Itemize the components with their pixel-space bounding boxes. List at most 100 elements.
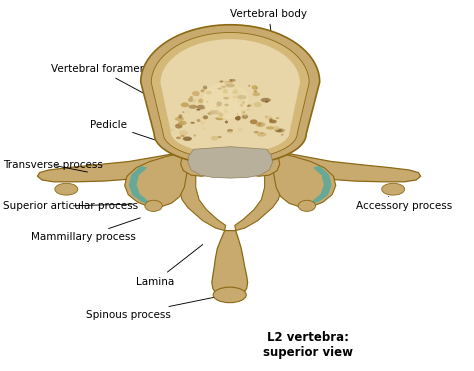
- Ellipse shape: [198, 99, 204, 103]
- Ellipse shape: [266, 126, 274, 129]
- Polygon shape: [181, 148, 218, 176]
- Ellipse shape: [246, 104, 252, 107]
- Ellipse shape: [203, 127, 205, 129]
- Ellipse shape: [175, 117, 184, 121]
- Ellipse shape: [233, 96, 234, 97]
- Ellipse shape: [242, 101, 245, 104]
- Ellipse shape: [235, 116, 241, 121]
- Ellipse shape: [181, 135, 185, 137]
- Ellipse shape: [189, 105, 197, 109]
- Text: L2 vertebra:
superior view: L2 vertebra: superior view: [263, 331, 353, 359]
- Ellipse shape: [203, 86, 207, 89]
- Polygon shape: [212, 231, 247, 297]
- Ellipse shape: [254, 131, 259, 134]
- Ellipse shape: [220, 115, 223, 116]
- Ellipse shape: [208, 112, 213, 115]
- Polygon shape: [272, 150, 421, 182]
- Ellipse shape: [257, 132, 266, 137]
- Ellipse shape: [179, 130, 188, 135]
- Ellipse shape: [265, 101, 267, 102]
- Ellipse shape: [183, 137, 192, 141]
- Text: Superior articular process: Superior articular process: [3, 201, 138, 211]
- Ellipse shape: [241, 110, 245, 114]
- Polygon shape: [243, 148, 280, 176]
- Ellipse shape: [223, 89, 228, 94]
- Ellipse shape: [233, 99, 235, 100]
- Ellipse shape: [256, 87, 258, 89]
- Polygon shape: [37, 150, 191, 182]
- Ellipse shape: [217, 111, 219, 113]
- Polygon shape: [179, 154, 226, 231]
- Ellipse shape: [178, 121, 187, 125]
- Ellipse shape: [200, 121, 205, 125]
- Ellipse shape: [269, 118, 273, 121]
- Ellipse shape: [237, 90, 242, 94]
- Ellipse shape: [188, 97, 193, 102]
- Ellipse shape: [234, 87, 239, 91]
- Polygon shape: [235, 154, 282, 231]
- Ellipse shape: [227, 129, 233, 132]
- Ellipse shape: [228, 80, 233, 83]
- Ellipse shape: [239, 104, 244, 107]
- Ellipse shape: [252, 85, 258, 89]
- Ellipse shape: [265, 116, 268, 117]
- Ellipse shape: [254, 89, 257, 93]
- Polygon shape: [273, 152, 336, 207]
- Ellipse shape: [176, 137, 181, 139]
- Text: Pedicle: Pedicle: [90, 119, 184, 150]
- Ellipse shape: [223, 97, 229, 99]
- Ellipse shape: [237, 100, 242, 103]
- Text: Spinous process: Spinous process: [86, 297, 216, 320]
- Ellipse shape: [221, 86, 226, 88]
- Ellipse shape: [231, 85, 233, 87]
- Ellipse shape: [224, 104, 229, 106]
- Ellipse shape: [298, 200, 316, 211]
- Ellipse shape: [213, 287, 246, 303]
- Polygon shape: [308, 166, 331, 204]
- Ellipse shape: [190, 96, 193, 98]
- Ellipse shape: [250, 119, 257, 124]
- Ellipse shape: [203, 115, 208, 119]
- Ellipse shape: [252, 92, 260, 96]
- Ellipse shape: [229, 79, 232, 81]
- Ellipse shape: [248, 85, 250, 86]
- Ellipse shape: [216, 102, 222, 106]
- Ellipse shape: [272, 126, 280, 131]
- Ellipse shape: [264, 116, 273, 119]
- Ellipse shape: [196, 109, 201, 111]
- Ellipse shape: [225, 121, 228, 124]
- Ellipse shape: [226, 83, 235, 88]
- Ellipse shape: [258, 122, 262, 126]
- Ellipse shape: [281, 134, 283, 135]
- Ellipse shape: [236, 85, 240, 88]
- Ellipse shape: [232, 92, 242, 97]
- Ellipse shape: [203, 82, 248, 119]
- Ellipse shape: [196, 105, 206, 109]
- Ellipse shape: [230, 79, 236, 82]
- Ellipse shape: [275, 129, 283, 132]
- Ellipse shape: [223, 95, 232, 99]
- Ellipse shape: [246, 109, 250, 111]
- Ellipse shape: [219, 81, 223, 83]
- Ellipse shape: [216, 106, 218, 108]
- Text: Vertebral foramen: Vertebral foramen: [51, 64, 189, 118]
- Ellipse shape: [265, 101, 268, 103]
- Ellipse shape: [192, 91, 200, 96]
- Polygon shape: [129, 166, 152, 204]
- Ellipse shape: [145, 200, 162, 211]
- Ellipse shape: [215, 117, 224, 120]
- Ellipse shape: [242, 115, 248, 119]
- Ellipse shape: [206, 91, 212, 94]
- Polygon shape: [141, 25, 319, 165]
- Ellipse shape: [269, 119, 277, 124]
- Ellipse shape: [219, 112, 223, 117]
- Text: Lamina: Lamina: [136, 244, 203, 287]
- Ellipse shape: [244, 115, 246, 116]
- Ellipse shape: [227, 131, 233, 134]
- Ellipse shape: [191, 122, 195, 124]
- Ellipse shape: [382, 183, 405, 195]
- Ellipse shape: [242, 115, 248, 118]
- Ellipse shape: [182, 112, 184, 113]
- Ellipse shape: [170, 129, 174, 131]
- Ellipse shape: [237, 113, 238, 115]
